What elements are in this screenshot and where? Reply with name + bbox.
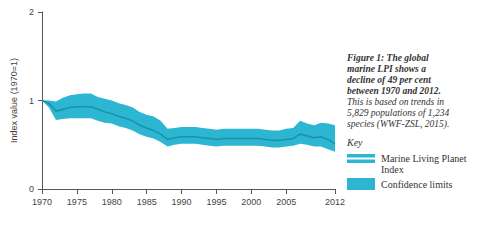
svg-text:Index value (1970=1): Index value (1970=1) — [9, 58, 19, 143]
svg-text:Index: Index — [381, 164, 404, 175]
svg-text:1990: 1990 — [172, 197, 192, 207]
svg-text:1995: 1995 — [206, 197, 226, 207]
svg-text:2: 2 — [29, 7, 34, 17]
svg-text:2005: 2005 — [276, 197, 296, 207]
svg-text:1: 1 — [29, 96, 34, 106]
svg-text:1970: 1970 — [32, 197, 52, 207]
svg-text:species (WWF-ZSL, 2015).: species (WWF-ZSL, 2015). — [347, 119, 449, 130]
svg-text:decline of 49 per cent: decline of 49 per cent — [347, 75, 431, 85]
svg-text:1985: 1985 — [137, 197, 157, 207]
svg-text:1975: 1975 — [67, 197, 87, 207]
svg-text:This is based on trends in: This is based on trends in — [347, 97, 444, 107]
svg-text:1980: 1980 — [102, 197, 122, 207]
svg-text:5,829 populations of 1,234: 5,829 populations of 1,234 — [347, 108, 449, 118]
svg-text:Marine Living Planet: Marine Living Planet — [381, 153, 469, 164]
svg-text:between 1970 and 2012.: between 1970 and 2012. — [347, 86, 441, 96]
svg-text:0: 0 — [29, 184, 34, 194]
svg-text:Key: Key — [346, 137, 363, 148]
svg-text:2012: 2012 — [325, 197, 345, 207]
svg-text:marine LPI shows a: marine LPI shows a — [347, 64, 426, 74]
svg-text:2000: 2000 — [241, 197, 261, 207]
svg-text:Figure 1: The global: Figure 1: The global — [346, 53, 429, 63]
svg-text:Confidence limits: Confidence limits — [381, 179, 452, 190]
